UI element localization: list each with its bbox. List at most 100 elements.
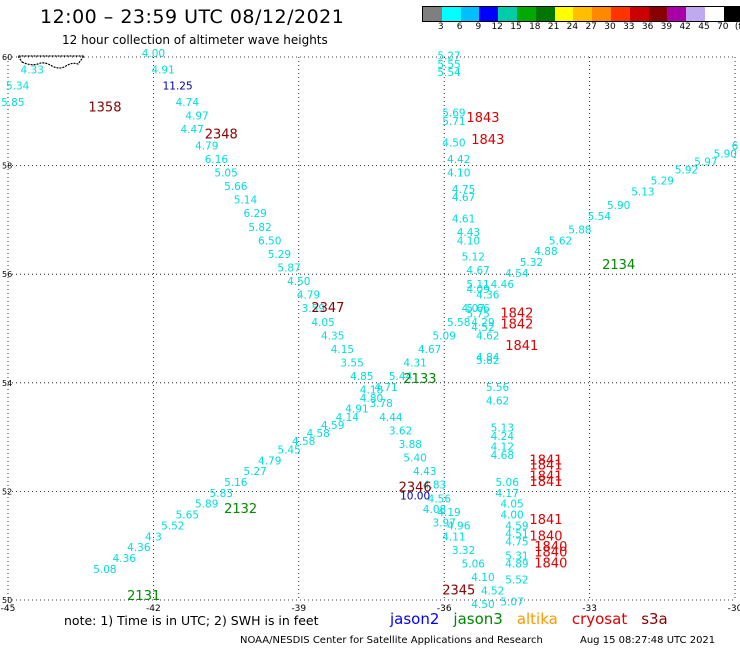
swh-data-label: 5.12	[462, 252, 485, 264]
swh-data-label: 4.12	[491, 442, 514, 454]
pass-time-label: 1841	[529, 513, 562, 528]
swh-data-label: 4.79	[258, 455, 281, 467]
swh-data-label: 4.43	[457, 227, 480, 239]
swh-data-label: 4.42	[447, 154, 470, 166]
x-tick-label: -45	[1, 604, 16, 614]
swh-data-label: 4.05	[500, 499, 523, 511]
swh-data-label: 5.97	[694, 157, 717, 169]
y-tick-label: 54	[2, 379, 12, 388]
generated-timestamp: Aug 15 08:27:48 UTC 2021	[580, 635, 716, 646]
swh-data-label: 4.75	[452, 184, 475, 196]
satellite-legend-item: jason3	[453, 610, 503, 628]
swh-data-label: 4.18	[360, 385, 383, 397]
pass-time-label: 2132	[224, 502, 257, 517]
y-tick-label: 52	[2, 487, 12, 496]
swh-data-label: 4.44	[379, 412, 403, 424]
satellite-legend-item: altika	[516, 610, 558, 628]
swh-data-label: 5.06	[462, 558, 486, 570]
swh-data-label: 4.97	[185, 110, 208, 122]
x-tick-label: -30	[728, 604, 740, 614]
swh-data-label: 5.34	[6, 81, 30, 93]
coastline-shape	[16, 55, 86, 69]
pass-time-label: 1840	[534, 546, 567, 561]
swh-data-label: 5.05	[214, 167, 237, 179]
pass-time-label: 1840	[534, 540, 567, 555]
swh-data-label: 4.10	[447, 167, 470, 179]
swh-data-label: 3.97	[433, 518, 456, 530]
pass-time-label: 1840	[534, 556, 567, 571]
pass-time-label: 2346	[399, 480, 432, 495]
swh-data-label: 11.25	[163, 81, 193, 93]
swh-data-label: 5.88	[568, 224, 591, 236]
swh-data-label: 5.56	[486, 382, 510, 394]
swh-data-label: 4.43	[413, 466, 436, 478]
color-scale-label: 70	[717, 22, 729, 32]
swh-data-label: 4.75	[505, 537, 528, 549]
color-scale-label: 9	[475, 22, 482, 32]
swh-data-label: 4.33	[21, 64, 44, 76]
swh-data-label: 4.07	[462, 303, 485, 315]
color-swatch	[554, 7, 574, 21]
color-swatch	[667, 7, 687, 21]
chart-subtitle: 12 hour collection of altimeter wave hei…	[62, 33, 328, 47]
satellite-legend: jason2 jason3 altika cryosat s3a	[390, 610, 668, 628]
swh-data-label: 5.75	[466, 309, 489, 321]
swh-data-label: 4.09	[466, 284, 489, 296]
swh-data-label: 4.00	[142, 48, 165, 60]
swh-data-label: 5.09	[433, 330, 456, 342]
swh-data-label: 4.61	[452, 214, 475, 226]
swh-data-label: 5.82	[476, 355, 499, 367]
swh-data-label: 4.52	[471, 322, 494, 334]
swh-data-label: 4.3	[145, 531, 162, 543]
swh-data-label: 3.88	[399, 439, 422, 451]
swh-data-label: 4.96	[447, 520, 471, 532]
swh-data-label: 5.16	[224, 477, 248, 489]
swh-data-label: 4.79	[195, 140, 218, 152]
swh-data-label: 4.62	[486, 396, 509, 408]
swh-data-label: 5.29	[268, 249, 291, 261]
color-swatch	[535, 7, 555, 21]
swh-data-label: 4.19	[437, 507, 460, 519]
color-swatch	[723, 7, 740, 21]
swh-data-label: 4.31	[403, 358, 426, 370]
swh-data-label: 5.69	[442, 108, 465, 120]
swh-data-label: 4.47	[180, 124, 203, 136]
pass-time-label: 2133	[403, 372, 436, 387]
swh-data-label: 5.13	[491, 423, 514, 435]
swh-data-label: 4.46	[491, 279, 515, 291]
color-swatch	[423, 7, 442, 21]
color-scale-label: 39	[660, 22, 673, 32]
swh-data-label: 4.11	[442, 531, 465, 543]
satellite-legend-item: jason2	[390, 610, 440, 628]
swh-data-label: 6.29	[243, 208, 266, 220]
swh-data-label: 4.50	[442, 138, 465, 150]
swh-data-label: 4.56	[428, 493, 452, 505]
swh-data-label: 5.66	[224, 181, 248, 193]
swh-data-label: 5.13	[631, 186, 654, 198]
swh-data-label: 4.08	[423, 504, 446, 516]
color-swatch	[573, 7, 593, 21]
swh-data-label: 4.50	[471, 599, 494, 611]
swh-data-label: 5.85	[1, 97, 24, 109]
color-swatch	[441, 7, 461, 21]
color-scale-label: 15	[510, 22, 522, 32]
pass-time-label: 1843	[471, 133, 504, 148]
swh-data-label: 5.52	[161, 520, 184, 532]
pass-time-label: 1841	[505, 339, 538, 354]
swh-data-label: 4.54	[505, 268, 529, 280]
swh-data-label: 5.90	[714, 148, 737, 160]
pass-time-label: 1841	[529, 470, 562, 485]
pass-time-label: 2345	[442, 584, 475, 599]
color-swatch	[516, 7, 536, 21]
x-tick-label: -42	[146, 604, 161, 614]
swh-data-label: 4.91	[151, 64, 174, 76]
swh-data-label: 3.55	[340, 358, 363, 370]
swh-data-label: 5.27	[243, 466, 266, 478]
swh-data-label: 3.62	[389, 425, 412, 437]
swh-data-label: 4.80	[360, 393, 383, 405]
pass-time-label: 1358	[88, 100, 121, 115]
color-scale-label: 18	[529, 22, 541, 32]
swh-data-label: 4.17	[496, 488, 519, 500]
swh-data-label: 5.90	[607, 200, 630, 212]
